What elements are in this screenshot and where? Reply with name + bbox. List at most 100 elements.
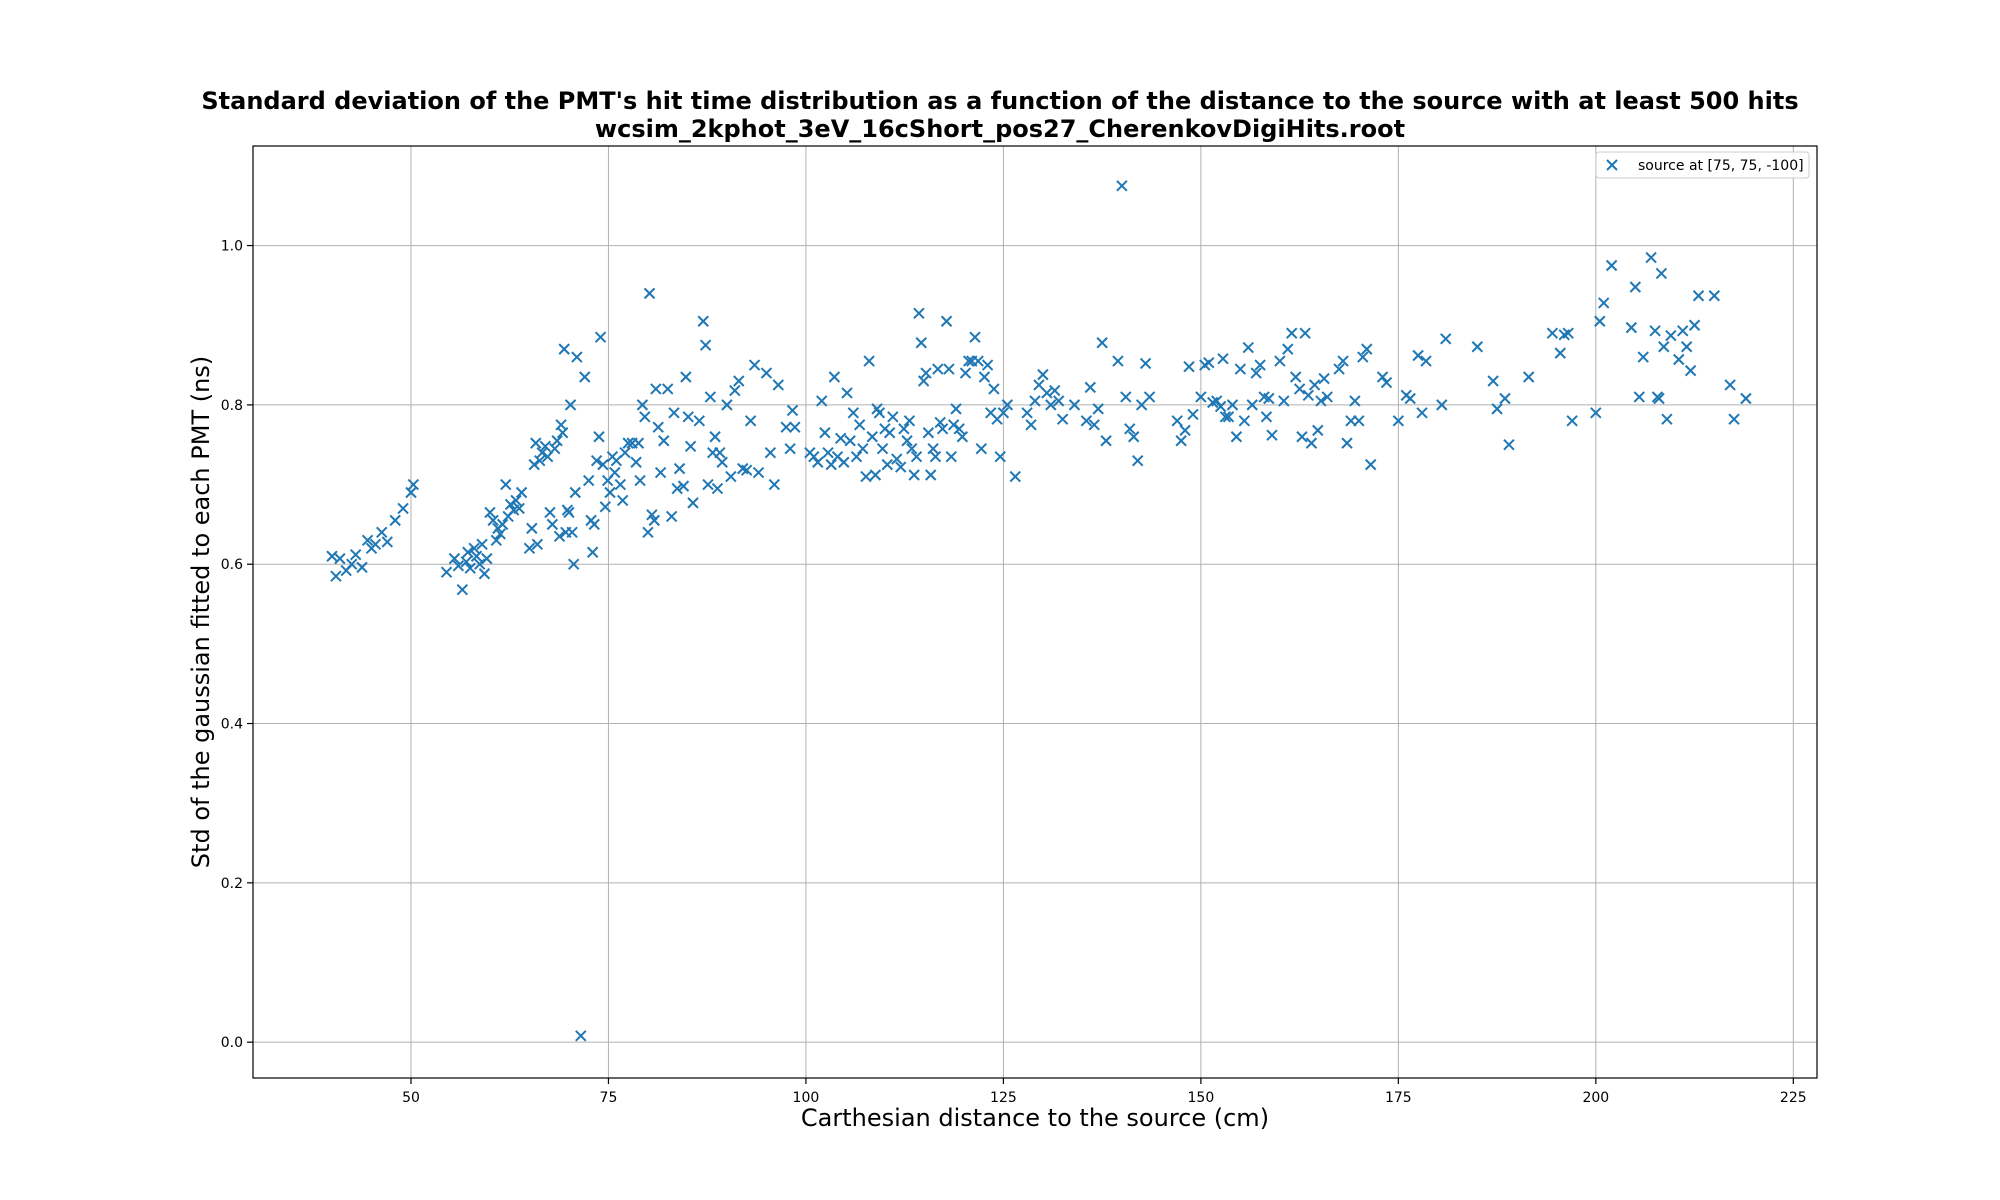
- data-point: [780, 421, 792, 433]
- data-point: [969, 331, 981, 343]
- data-point: [1740, 392, 1752, 405]
- data-point: [687, 497, 699, 509]
- data-point: [564, 399, 577, 411]
- data-point: [1590, 407, 1602, 419]
- data-point: [1100, 435, 1112, 447]
- data-point: [1440, 333, 1452, 345]
- data-point: [1274, 355, 1286, 367]
- data-point: [440, 566, 453, 578]
- data-point: [898, 423, 910, 435]
- y-axis-ticks: 0.0 0.2 0.4 0.6 0.8 1.0: [221, 239, 253, 1051]
- data-point: [636, 399, 649, 411]
- plot-frame: [252, 145, 1818, 1079]
- data-point: [1068, 399, 1081, 411]
- data-point: [812, 456, 824, 468]
- data-point: [1404, 392, 1416, 405]
- data-point: [326, 550, 338, 562]
- data-point: [693, 415, 706, 427]
- data-point: [1661, 413, 1673, 425]
- data-point: [650, 383, 662, 395]
- data-point: [869, 469, 882, 481]
- data-point: [1598, 297, 1610, 309]
- data-point: [1333, 363, 1345, 375]
- data-point: [1088, 419, 1100, 431]
- data-point: [978, 371, 991, 383]
- data-point: [1655, 267, 1668, 280]
- data-point: [764, 446, 777, 459]
- data-point: [925, 469, 937, 481]
- data-point: [515, 486, 528, 499]
- data-point: [1305, 437, 1318, 449]
- data-point: [1649, 325, 1661, 337]
- data-point: [903, 415, 916, 427]
- data-point: [1337, 355, 1349, 367]
- data-point: [721, 399, 733, 411]
- data-point: [838, 456, 850, 468]
- data-point: [1353, 415, 1365, 427]
- data-point: [680, 371, 692, 383]
- data-point: [1021, 407, 1033, 419]
- data-point: [768, 478, 781, 491]
- data-point: [1315, 395, 1327, 407]
- data-point: [997, 407, 1010, 419]
- data-point: [915, 337, 927, 349]
- data-point: [1230, 431, 1243, 443]
- data-point: [504, 498, 517, 511]
- data-point: [1522, 371, 1535, 383]
- data-point: [711, 482, 724, 495]
- data-point: [1471, 341, 1484, 353]
- data-point: [1416, 407, 1428, 419]
- data-point: [1637, 351, 1649, 363]
- data-point: [704, 391, 717, 403]
- y-tick-label: 0.6: [221, 557, 243, 573]
- data-point: [1120, 391, 1132, 403]
- data-point: [1029, 395, 1041, 407]
- data-point: [642, 526, 654, 539]
- data-point: [1278, 395, 1290, 407]
- data-point: [330, 570, 342, 582]
- data-point: [1250, 367, 1262, 379]
- data-point: [786, 404, 799, 417]
- data-point: [671, 482, 683, 495]
- data-point: [1673, 353, 1685, 366]
- data-point: [1605, 259, 1618, 272]
- data-point: [1692, 290, 1705, 302]
- data-point: [752, 466, 765, 479]
- x-tick-label: 200: [1582, 1090, 1609, 1106]
- data-point: [609, 466, 621, 479]
- data-point: [1503, 439, 1515, 451]
- data-point: [604, 486, 616, 499]
- data-point: [822, 446, 834, 459]
- data-point: [945, 450, 957, 463]
- data-point: [652, 421, 664, 433]
- data-point: [1260, 411, 1273, 423]
- data-point: [1203, 356, 1215, 369]
- data-point: [1412, 349, 1424, 362]
- data-point: [684, 440, 697, 453]
- data-point: [361, 534, 374, 547]
- data-point: [913, 307, 925, 319]
- data-point: [1645, 251, 1657, 264]
- data-point: [654, 466, 667, 479]
- data-point: [1210, 395, 1223, 407]
- data-point: [922, 427, 935, 439]
- data-point: [1349, 395, 1361, 407]
- data-point: [940, 315, 953, 327]
- data-point: [452, 560, 465, 572]
- data-point: [1296, 431, 1308, 443]
- data-point: [702, 478, 714, 491]
- data-point: [1665, 329, 1677, 342]
- data-point: [1238, 415, 1251, 427]
- data-point: [828, 371, 841, 383]
- data-point: [677, 480, 690, 492]
- data-point: [531, 538, 544, 550]
- data-point: [1364, 458, 1377, 471]
- data-point: [962, 355, 975, 367]
- data-point: [468, 542, 480, 554]
- data-point: [553, 530, 566, 543]
- data-point: [569, 486, 581, 499]
- data-point: [619, 446, 631, 459]
- data-point: [789, 421, 801, 433]
- data-point: [1420, 355, 1432, 367]
